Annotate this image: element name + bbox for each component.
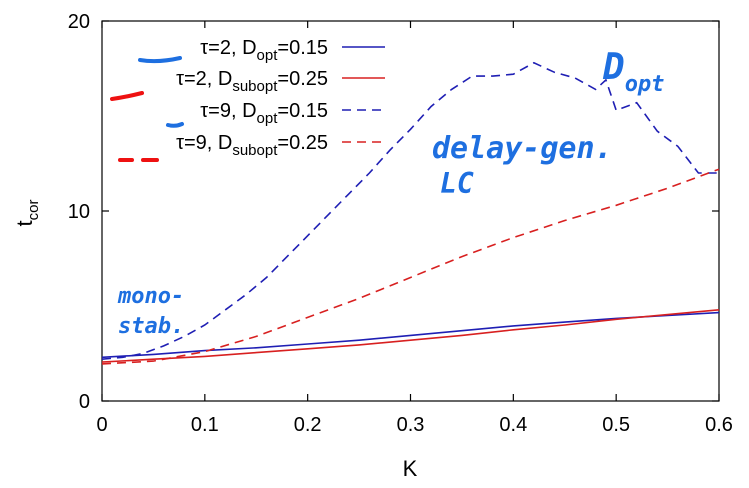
annotation-delay-gen: delay-gen. xyxy=(432,131,613,166)
legend: τ=2, Dopt=0.15τ=2, Dsubopt=0.25τ=9, Dopt… xyxy=(176,37,385,159)
annotation-lc: LC xyxy=(440,167,474,200)
annotation-d-opt: Dopt xyxy=(602,47,664,97)
legend-label-sub: opt xyxy=(257,110,279,127)
legend-label-sub: subopt xyxy=(232,142,278,159)
legend-label-main: τ=9, D xyxy=(176,132,232,154)
legend-label-tail: =0.15 xyxy=(277,100,328,122)
x-axis-label: K xyxy=(403,456,418,481)
handwritten-annotations: Dopt delay-gen. LC mono- stab. xyxy=(110,47,664,339)
annotation-mono: mono- xyxy=(117,284,184,309)
series-line-1 xyxy=(101,311,720,359)
legend-label-tail: =0.25 xyxy=(277,68,328,90)
axis-ticks: 0 0.1 0.2 0.3 0.4 0.5 0.6 0 10 20 xyxy=(68,11,733,436)
legend-label-4: τ=9, Dsubopt=0.25 xyxy=(176,132,328,159)
legend-label-2: τ=2, Dsubopt=0.25 xyxy=(176,68,328,95)
y-tick-label: 10 xyxy=(68,201,90,223)
annotation-d-opt-main: D xyxy=(602,47,625,88)
y-tick-label: 0 xyxy=(79,391,90,413)
x-tick-label: 0.2 xyxy=(294,414,322,436)
legend-label-sub: subopt xyxy=(232,78,278,95)
series-line-3 xyxy=(101,61,719,360)
svg-text:tcor: tcor xyxy=(12,200,42,227)
legend-label-3: τ=9, Dopt=0.15 xyxy=(200,100,328,127)
legend-label-main: τ=9, D xyxy=(200,100,256,122)
series-layer xyxy=(101,61,720,365)
y-axis-label-sub: cor xyxy=(25,200,42,221)
legend-label-main: τ=2, D xyxy=(176,68,232,90)
x-tick-label: 0.1 xyxy=(191,414,219,436)
annotation-stab: stab. xyxy=(118,314,184,339)
x-tick-label: 0.4 xyxy=(499,414,527,436)
y-axis-label: tcor xyxy=(12,200,42,227)
legend-label-main: τ=2, D xyxy=(200,37,256,59)
underline-mark-1 xyxy=(138,56,182,64)
series-line-2 xyxy=(101,309,720,363)
underline-mark-3 xyxy=(166,122,184,128)
legend-label-sub: opt xyxy=(257,47,279,64)
x-tick-label: 0.3 xyxy=(397,414,425,436)
legend-label-tail: =0.15 xyxy=(277,37,328,59)
annotation-d-opt-sub: opt xyxy=(625,72,665,97)
x-tick-label: 0 xyxy=(96,414,107,436)
y-tick-label: 20 xyxy=(68,11,90,33)
legend-label-1: τ=2, Dopt=0.15 xyxy=(200,37,328,64)
underline-mark-2 xyxy=(110,91,144,101)
x-tick-label: 0.5 xyxy=(602,414,630,436)
legend-label-tail: =0.25 xyxy=(277,132,328,154)
y-axis-label-main: t xyxy=(12,220,37,226)
x-tick-label: 0.6 xyxy=(705,414,733,436)
series-line-4 xyxy=(101,168,720,365)
